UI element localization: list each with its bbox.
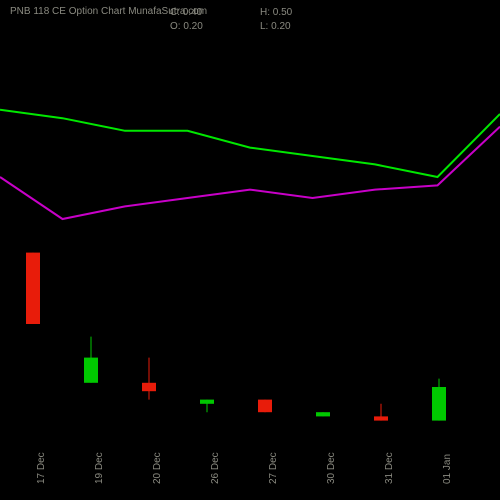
candle-body: [142, 383, 156, 391]
price-chart: [0, 30, 500, 450]
candle-body: [84, 358, 98, 383]
upper-band: [0, 110, 500, 177]
candle-body: [200, 400, 214, 404]
ohlc-high: H: 0.50: [260, 6, 350, 20]
ohlc-high-value: 0.50: [273, 7, 292, 18]
x-axis-labels: 17 Dec 19 Dec 20 Dec 26 Dec 27 Dec 30 Dec 31 D…: [0, 450, 500, 500]
ohlc-high-label: H:: [260, 7, 270, 18]
candle-body: [374, 416, 388, 420]
ohlc-close-label: C:: [170, 7, 180, 18]
ohlc-close-value: 0.40: [183, 7, 202, 18]
lower-band: [0, 127, 500, 219]
candle-body: [316, 412, 330, 416]
x-axis-label: 30 Dec: [326, 452, 337, 484]
x-axis-label: 31 Dec: [384, 452, 395, 484]
x-axis-label: 27 Dec: [268, 452, 279, 484]
ohlc-close: C: 0.40: [170, 6, 260, 20]
candle-body: [258, 400, 272, 413]
x-axis-label: 20 Dec: [152, 452, 163, 484]
x-axis-label: 26 Dec: [210, 452, 221, 484]
x-axis-label: 19 Dec: [94, 452, 105, 484]
candle-body: [26, 253, 40, 324]
x-axis-label: 01 Jan: [442, 454, 453, 484]
candle-body: [432, 387, 446, 421]
x-axis-label: 17 Dec: [36, 452, 47, 484]
